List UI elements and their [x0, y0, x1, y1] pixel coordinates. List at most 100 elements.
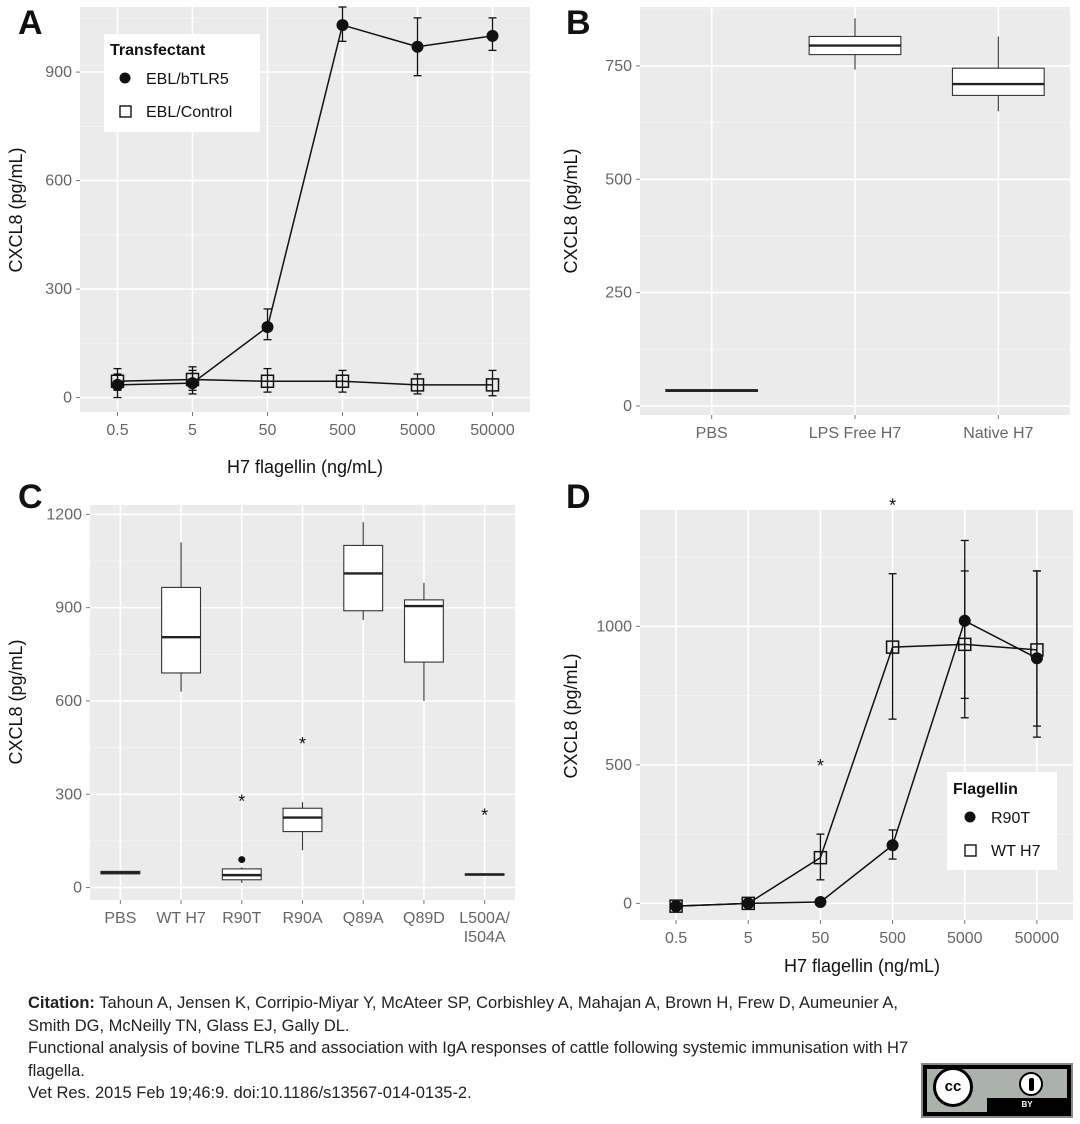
y-tick-label: 250 [605, 285, 632, 302]
x-tick-label: 50 [812, 930, 830, 947]
box-l500a-i504a: * [464, 805, 505, 876]
panel-d-ticks: 0 500 1000 0.5 5 50 500 5000 50000 [596, 618, 1059, 947]
x-tick-label: R90T [222, 910, 261, 927]
x-tick-label-line: 50000 [1015, 930, 1060, 947]
x-tick-label: WT H7 [156, 910, 206, 927]
x-tick-label: 0.5 [665, 930, 687, 947]
x-tick-label-line: 5000 [400, 422, 436, 439]
data-point-r90t [886, 839, 899, 852]
x-tick-label-line: 0.5 [665, 930, 687, 947]
x-tick-label: 500 [329, 422, 356, 439]
data-point-ebl-control [335, 374, 350, 389]
citation-journal: Vet Res. 2015 Feb 19;46:9. doi:10.1186/s… [28, 1084, 472, 1102]
panel-d-marks: ** [669, 496, 1044, 913]
significance-star: * [817, 756, 824, 776]
legend-key-r90t [964, 811, 976, 823]
x-tick-label-line: Q89A [343, 910, 384, 927]
significance-star: * [299, 734, 306, 754]
panel-a-legend-title: Transfectant [110, 42, 206, 59]
cc-icon: cc [933, 1067, 973, 1107]
x-tick-label: Q89A [343, 910, 384, 927]
box-r90a: * [282, 734, 323, 851]
citation-label: Citation: [28, 994, 95, 1012]
data-point-ebl-control [410, 378, 425, 392]
x-tick-label-line: PBS [696, 425, 728, 442]
series-wt-h7 [669, 570, 1044, 913]
x-tick-label-line: 0.5 [106, 422, 128, 439]
legend-label-wt-h7: WT H7 [991, 843, 1041, 860]
legend-label-r90t: R90T [991, 810, 1030, 827]
x-tick-label-line: 500 [879, 930, 906, 947]
x-tick-label: PBS [104, 910, 136, 927]
x-tick-label: 5 [744, 930, 753, 947]
x-tick-label: 50000 [470, 422, 515, 439]
series-line-wt-h7 [676, 643, 1037, 907]
panel-b-gridlines [640, 7, 1070, 415]
x-tick-label-line: Native H7 [963, 425, 1033, 442]
data-point-wt-h7 [741, 896, 755, 911]
x-tick-label-line: 500 [329, 422, 356, 439]
y-tick-label: 500 [605, 757, 632, 774]
y-tick-label: 300 [45, 281, 72, 298]
panel-a-x-axis-label: H7 flagellin (ng/mL) [227, 457, 383, 477]
significance-star: * [889, 496, 896, 516]
panel-a-legend: Transfectant EBL/bTLR5 EBL/Control [104, 34, 260, 132]
x-tick-label-line: 5 [744, 930, 753, 947]
data-point-wt-h7 [813, 850, 828, 865]
x-tick-label-line: L500A/ [459, 910, 510, 927]
data-point-wt-h7 [1030, 643, 1044, 657]
data-point-ebl-control [260, 374, 275, 389]
x-tick-label-line: 50 [259, 422, 277, 439]
legend-key-wt-h7 [964, 844, 977, 857]
x-tick-label-line: PBS [104, 910, 136, 927]
data-point-ebl-control [485, 378, 500, 392]
x-tick-label: 50 [259, 422, 277, 439]
outlier-point [238, 856, 246, 864]
y-tick-label: 1200 [46, 506, 82, 523]
x-tick-label: L500A/I504A [459, 910, 510, 946]
x-tick-label-line: 50 [812, 930, 830, 947]
panel-c-ticks: 0 300 600 900 1200 PBS WT H7 R90T R90A Q89A Q89D L5… [46, 506, 510, 946]
x-tick-label-line: R90T [222, 910, 261, 927]
citation: Citation: Tahoun A, Jensen K, Corripio-M… [28, 992, 928, 1105]
y-tick-label: 300 [55, 786, 82, 803]
x-tick-label: 0.5 [106, 422, 128, 439]
x-tick-label-line: 5 [188, 422, 197, 439]
x-tick-label: Q89D [403, 910, 445, 927]
panel-b: B 0 250 500 750 PBS LPS Free H7 Native H7 CXCL… [561, 4, 1070, 442]
panel-a-marks [110, 6, 500, 399]
panel-d-x-axis-label: H7 flagellin (ng/mL) [784, 956, 940, 976]
box-wt-h7 [161, 542, 202, 692]
y-tick-label: 0 [73, 880, 82, 897]
significance-star: * [481, 805, 488, 825]
y-tick-label: 900 [55, 600, 82, 617]
x-tick-label: 5 [188, 422, 197, 439]
panel-label-c: C [18, 478, 43, 516]
panel-c-y-axis-label: CXCL8 (pg/mL) [6, 639, 26, 764]
x-tick-label-line: R90A [282, 910, 322, 927]
box-pbs [665, 389, 759, 392]
data-point-ebl-btlr5 [261, 321, 274, 334]
panel-a-ticks: 0 300 600 900 0.5 5 50 500 5000 50000 [45, 64, 515, 439]
x-tick-label: PBS [696, 425, 728, 442]
data-point-ebl-btlr5 [336, 19, 349, 32]
x-tick-label-line: 50000 [470, 422, 515, 439]
box-r90t: * [221, 792, 262, 883]
legend-key-ebl-btlr5 [119, 72, 131, 84]
data-point-ebl-btlr5 [486, 29, 499, 42]
by-label: BY [987, 1098, 1067, 1112]
cc-by-license-badge[interactable]: cc BY [921, 1063, 1073, 1118]
series-line-ebl-btlr5 [117, 24, 493, 386]
box-iqr [951, 67, 1045, 96]
panel-a-y-axis-label: CXCL8 (pg/mL) [6, 147, 26, 272]
x-tick-label: 5000 [947, 930, 983, 947]
box-iqr [343, 544, 384, 612]
panel-label-b: B [566, 4, 591, 42]
box-lps-free-h7 [808, 18, 902, 70]
x-tick-label-line: I504A [464, 929, 506, 946]
significance-star: * [238, 792, 245, 812]
data-point-wt-h7 [669, 899, 683, 913]
legend-label-ebl-btlr5: EBL/bTLR5 [146, 71, 229, 88]
